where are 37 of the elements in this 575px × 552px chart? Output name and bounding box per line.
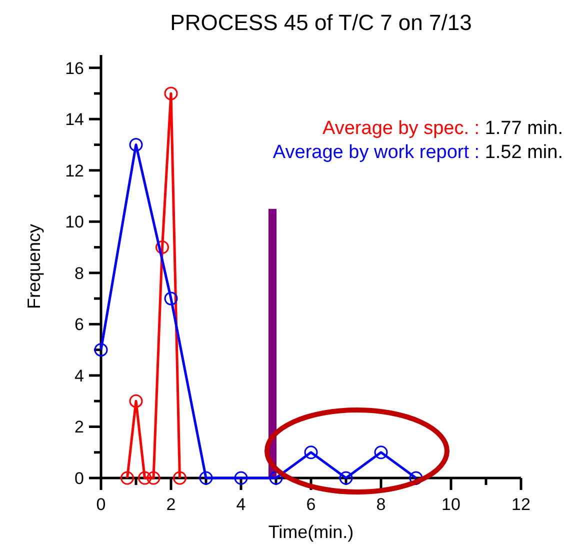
- point: [374, 446, 388, 460]
- y-tick-label: 0: [74, 469, 84, 488]
- point: [173, 471, 186, 485]
- y-tick-label: 4: [74, 366, 84, 386]
- point: [304, 446, 318, 460]
- y-tick-label: 14: [65, 110, 84, 130]
- point: [164, 292, 178, 306]
- point: [199, 471, 213, 485]
- x-tick-label: 6: [306, 495, 316, 514]
- point: [234, 471, 248, 485]
- point: [129, 138, 143, 152]
- x-tick-label: 12: [512, 495, 530, 514]
- point: [156, 240, 169, 254]
- y-tick-label: 6: [74, 315, 84, 334]
- point: [339, 471, 353, 485]
- x-tick-label: 0: [96, 495, 106, 514]
- x-tick-label: 8: [376, 495, 386, 514]
- point: [146, 471, 160, 485]
- y-tick-label: 8: [74, 264, 84, 283]
- x-tick-label: 4: [236, 495, 246, 514]
- annotation: Average by work report : 1.52 min.: [272, 142, 563, 163]
- chart-title: PROCESS 45 of T/C 7 on 7/13: [170, 10, 472, 35]
- point: [129, 394, 143, 408]
- x-tick-label: 10: [442, 495, 460, 514]
- y-tick-label: 10: [65, 212, 84, 232]
- point: [94, 343, 108, 357]
- annotation: Average by spec. : 1.77 min.: [322, 118, 563, 139]
- point: [138, 471, 152, 485]
- y-axis-title: Frequency: [24, 224, 44, 310]
- y-tick-label: 12: [65, 161, 84, 180]
- y-tick-label: 16: [65, 58, 84, 78]
- x-tick-label: 2: [166, 495, 176, 514]
- point: [269, 471, 283, 485]
- y-tick-label: 2: [74, 418, 84, 437]
- x-axis-title: Time(min.): [268, 522, 354, 542]
- point: [120, 471, 134, 485]
- point: [164, 86, 178, 100]
